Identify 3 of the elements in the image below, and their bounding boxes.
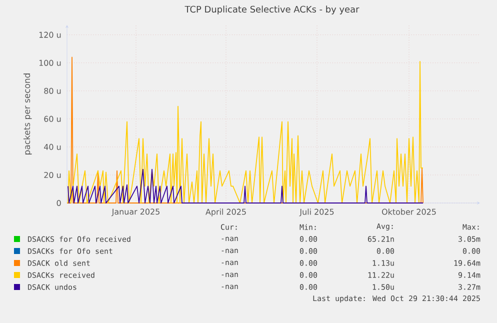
line-series	[68, 168, 424, 204]
y-axis-title: packets per second	[24, 74, 32, 154]
chart-title: TCP Duplicate Selective ACKs - by year	[184, 6, 360, 14]
